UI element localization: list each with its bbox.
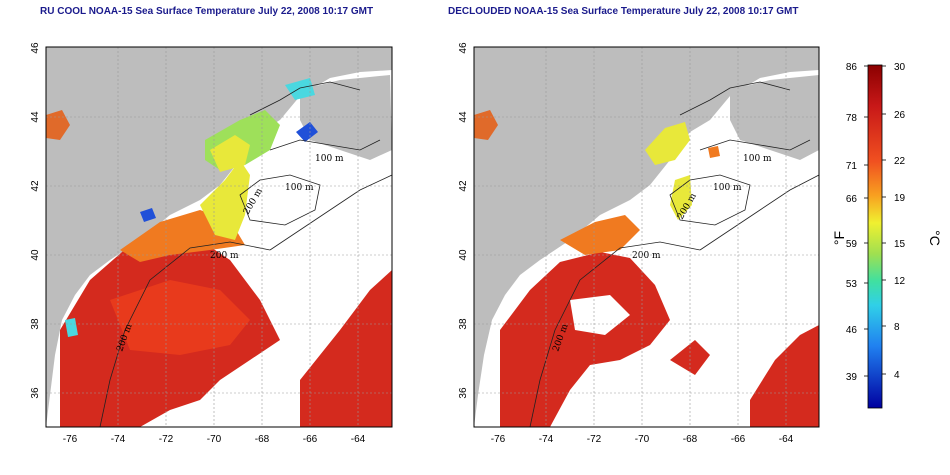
lat-tick: 44 <box>30 111 41 123</box>
lon-tick: -74 <box>111 434 126 445</box>
fahrenheit-tick: 66 <box>846 194 858 205</box>
celsius-tick: 22 <box>894 156 906 167</box>
lat-tick: 36 <box>458 387 469 399</box>
fahrenheit-unit-label: °F <box>831 231 847 245</box>
contour-label-200m-a: 200 m <box>632 251 661 261</box>
celsius-tick: 12 <box>894 276 906 287</box>
lon-tick: -64 <box>779 434 794 445</box>
left-panel-title: RU COOL NOAA-15 Sea Surface Temperature … <box>40 6 374 17</box>
lon-tick: -66 <box>303 434 318 445</box>
lon-tick: -68 <box>683 434 698 445</box>
fahrenheit-tick: 71 <box>846 161 858 172</box>
right-grid <box>474 47 819 427</box>
temperature-colorbar: 86 78 71 66 59 53 46 39 30 26 22 19 15 1… <box>830 0 950 475</box>
celsius-tick: 15 <box>894 239 906 250</box>
fahrenheit-tick: 59 <box>846 239 858 250</box>
lon-tick: -68 <box>255 434 270 445</box>
fahrenheit-tick: 46 <box>846 325 858 336</box>
lat-tick: 44 <box>458 111 469 123</box>
celsius-tick: 4 <box>894 370 900 381</box>
lon-tick: -70 <box>207 434 222 445</box>
fahrenheit-tick: 39 <box>846 372 858 383</box>
right-map-content: 100 m 100 m 200 m 200 m 200 m <box>474 47 820 428</box>
bathymetry-contours <box>99 81 393 428</box>
contour-label-100m-b: 100 m <box>713 183 742 193</box>
land-mass <box>474 47 819 427</box>
fahrenheit-tick: 86 <box>846 62 858 73</box>
colorbar-gradient <box>867 64 883 409</box>
bathymetry-contours <box>529 81 820 428</box>
fahrenheit-tick: 53 <box>846 279 858 290</box>
celsius-tick: 8 <box>894 322 900 333</box>
lat-tick: 46 <box>30 42 41 54</box>
celsius-unit-label: °C <box>927 230 943 246</box>
warm-water <box>500 252 670 427</box>
left-grid <box>46 47 392 427</box>
lat-tick: 40 <box>30 249 41 261</box>
left-sst-map: 100 m 100 m 200 m 200 m 200 m -76 -74 -7… <box>0 0 400 475</box>
lon-tick: -76 <box>491 434 506 445</box>
lat-tick: 36 <box>30 387 41 399</box>
lat-tick: 46 <box>458 42 469 54</box>
lon-tick: -66 <box>731 434 746 445</box>
lat-tick: 38 <box>30 318 41 330</box>
lat-tick: 42 <box>458 180 469 192</box>
lat-tick: 42 <box>30 180 41 192</box>
lon-tick: -74 <box>539 434 554 445</box>
right-panel-title: DECLOUDED NOAA-15 Sea Surface Temperatur… <box>448 6 799 17</box>
contour-label-100m-a: 100 m <box>315 154 344 164</box>
celsius-tick: 19 <box>894 193 906 204</box>
lon-tick: -70 <box>635 434 650 445</box>
lon-tick: -76 <box>63 434 78 445</box>
right-sst-map: 100 m 100 m 200 m 200 m 200 m -76 -74 -7… <box>420 0 830 475</box>
left-map-content: 100 m 100 m 200 m 200 m 200 m <box>46 47 393 428</box>
lon-tick: -64 <box>351 434 366 445</box>
land-mass <box>46 47 392 427</box>
contour-label-200m-a: 200 m <box>210 251 239 261</box>
contour-label-100m-b: 100 m <box>285 183 314 193</box>
lon-tick: -72 <box>587 434 602 445</box>
lat-tick: 38 <box>458 318 469 330</box>
celsius-tick: 26 <box>894 110 906 121</box>
lat-tick: 40 <box>458 249 469 261</box>
contour-label-100m-a: 100 m <box>743 154 772 164</box>
celsius-tick: 30 <box>894 62 906 73</box>
lon-tick: -72 <box>159 434 174 445</box>
fahrenheit-tick: 78 <box>846 113 858 124</box>
front-orange <box>560 215 640 255</box>
